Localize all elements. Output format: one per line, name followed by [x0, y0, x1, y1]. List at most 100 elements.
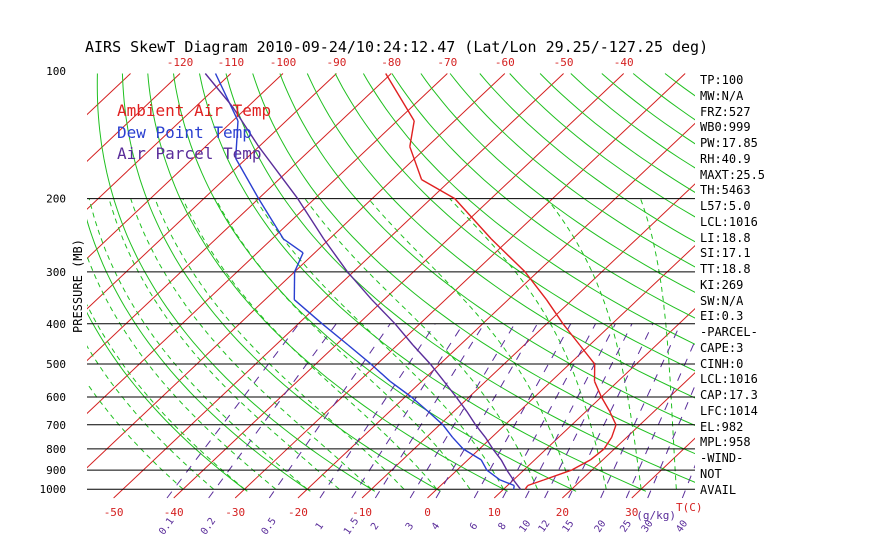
profile-segment: [214, 73, 239, 122]
dry-adiabat-line: [334, 73, 695, 372]
profile-segment: [474, 424, 486, 438]
profile-segment: [562, 323, 581, 346]
dry-adiabat-line: [539, 73, 695, 193]
mixing-ratio-tick-label: 6: [468, 521, 480, 532]
dry-adiabat-line: [479, 73, 695, 243]
profile-segment: [282, 238, 304, 254]
mixing-ratio-tick-label: 4: [430, 521, 442, 532]
profile-segment: [442, 424, 454, 438]
profile-segment: [609, 411, 617, 426]
profile-segment: [389, 380, 412, 398]
profile-segment: [499, 479, 515, 487]
isotherm-line: [493, 307, 695, 499]
profile-segment: [427, 410, 444, 426]
stat-item: AVAIL: [700, 482, 737, 497]
y-axis-label: PRESSURE (MB): [71, 239, 85, 333]
profile-segment: [323, 238, 348, 273]
profile-segment: [484, 436, 494, 450]
isotherm-line: [87, 73, 506, 469]
profile-segment: [347, 344, 372, 365]
profile-segment: [443, 380, 457, 398]
dry-adiabat-line: [601, 73, 695, 145]
mixing-ratio-line: [473, 323, 572, 499]
mixing-ratio-tick-label: 8: [496, 521, 508, 532]
isotherm-line: [113, 73, 564, 499]
top-temp-tick-label: -50: [554, 56, 574, 69]
mixing-ratio-tick-label: 2: [369, 521, 381, 532]
isotherm-line: [87, 73, 337, 310]
profile-segment: [512, 479, 522, 490]
pressure-tick-label: 700: [46, 419, 66, 432]
dry-adiabat-line: [362, 73, 695, 345]
stat-item: CINH:0: [700, 356, 744, 371]
bottom-temp-tick-label: -50: [104, 506, 124, 519]
profile-segment: [258, 146, 299, 200]
stat-item: TH:5463: [700, 183, 751, 198]
dry-adiabat-line: [420, 73, 695, 293]
profile-segment: [371, 299, 396, 325]
bottom-temp-tick-label: -20: [288, 506, 308, 519]
series-dew-point-temp: [214, 73, 515, 490]
dry-adiabat-line: [796, 74, 870, 492]
stat-item: NOT: [700, 466, 722, 481]
isotherm-line: [297, 122, 695, 499]
isotherm-line: [87, 73, 232, 210]
profile-segment: [466, 411, 477, 426]
stat-item: CAP:17.3: [700, 388, 758, 402]
top-temp-tick-label: -70: [437, 56, 457, 69]
moist-adiabat-line: [87, 303, 245, 490]
mixing-ratio-line: [319, 323, 436, 499]
top-temp-tick-label: -60: [495, 56, 515, 69]
profile-segment: [462, 448, 482, 461]
moist-adiabat-line: [254, 198, 505, 490]
profile-segment: [455, 396, 468, 412]
profile-segment: [611, 424, 617, 438]
profile-segment: [258, 198, 284, 240]
stat-item: SW:N/A: [700, 293, 744, 308]
moist-adiabat-line: [88, 198, 308, 490]
stat-item: LCL:1016: [700, 372, 758, 387]
stat-item: -PARCEL-: [700, 325, 758, 339]
mixing-ratio-tick-label: 20: [593, 518, 609, 534]
stat-item: PW:17.85: [700, 136, 758, 150]
dry-adiabat-line: [199, 73, 647, 492]
pressure-tick-label: 100: [46, 65, 66, 78]
top-temp-tick-label: -110: [218, 56, 245, 69]
stat-item: L57:5.0: [700, 199, 751, 213]
pressure-tick-label: 400: [46, 318, 66, 331]
profile-segment: [421, 178, 456, 200]
profile-segment: [346, 271, 373, 301]
bottom-temp-tick-label: -10: [352, 506, 372, 519]
dry-adiabat-line: [173, 73, 577, 492]
profile-segment: [412, 344, 431, 365]
profile-segment: [451, 436, 464, 450]
stat-item: MAXT:25.5: [700, 167, 766, 182]
dry-adiabat-line: [121, 73, 441, 492]
pressure-tick-label: 900: [46, 464, 66, 477]
dry-adiabat-line: [306, 73, 695, 399]
bottom-temp-tick-label: 0: [424, 506, 431, 519]
bottom-temp-tick-label: 30: [625, 506, 638, 519]
top-temp-tick-label: -120: [167, 56, 194, 69]
moist-adiabat-line: [304, 198, 538, 490]
mixing-ratio-line: [625, 339, 695, 499]
pressure-lines: [87, 198, 695, 490]
moist-adiabat-line: [87, 254, 277, 490]
dry-adiabat-line: [87, 311, 248, 492]
top-temp-tick-label: -40: [614, 56, 634, 69]
profile-segment: [429, 363, 445, 382]
dry-adiabat-line: [449, 73, 695, 268]
dry-adiabat-line: [147, 73, 508, 492]
series-ambient-air-temp: [385, 73, 617, 490]
bottom-temp-tick-label: -30: [225, 506, 245, 519]
profile-segment: [570, 459, 591, 471]
isotherm-line: [173, 73, 625, 499]
moist-adiabat-line: [108, 198, 340, 490]
profile-segment: [524, 485, 529, 490]
profile-segment: [545, 299, 564, 325]
mixing-ratio-tick-label: 0.1: [157, 516, 176, 537]
mixing-ratio-line: [268, 323, 391, 499]
profile-segment: [385, 73, 415, 122]
pressure-tick-label: 800: [46, 443, 66, 456]
profile-segment: [297, 198, 325, 240]
